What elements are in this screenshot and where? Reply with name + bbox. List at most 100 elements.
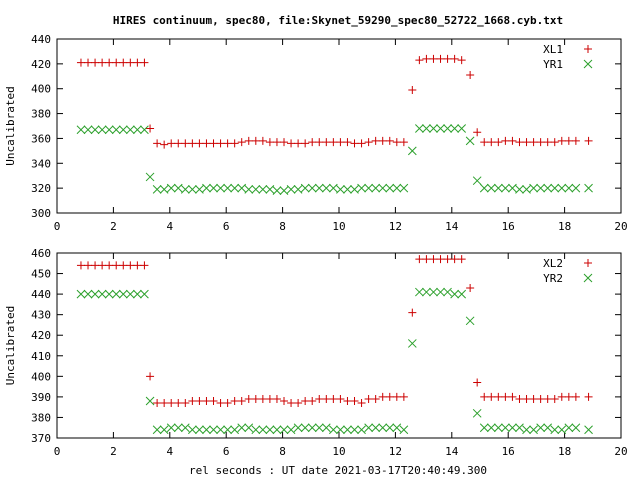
data-point-yr2: [415, 287, 424, 297]
data-point-xl1: [174, 139, 183, 148]
y-tick-label: 450: [31, 268, 51, 281]
data-point-yr2: [293, 423, 303, 433]
data-point-yr1: [479, 183, 489, 193]
data-point-xl2: [584, 392, 593, 401]
data-point-xl1: [84, 58, 93, 67]
data-point-yr1: [536, 183, 545, 193]
data-point-xl2: [84, 261, 93, 270]
data-point-yr1: [230, 183, 240, 193]
data-point-yr1: [392, 183, 402, 193]
x-tick-label: 4: [166, 445, 173, 458]
data-point-yr2: [166, 423, 176, 433]
data-point-yr2: [329, 425, 338, 435]
data-point-yr2: [385, 423, 395, 433]
data-point-xl2: [494, 392, 503, 401]
data-point-xl1: [119, 58, 128, 67]
data-point-yr1: [133, 125, 142, 135]
legend-marker-xl1: [584, 45, 592, 53]
data-point-xl2: [160, 399, 169, 408]
data-point-yr1: [104, 125, 114, 135]
data-point-yr1: [188, 185, 197, 194]
data-point-yr2: [529, 425, 538, 435]
data-point-xl1: [522, 138, 531, 147]
data-point-yr2: [111, 289, 121, 299]
data-point-xl2: [112, 261, 121, 270]
data-point-xl1: [584, 136, 593, 145]
y-tick-label: 360: [31, 132, 51, 145]
data-point-xl2: [473, 378, 482, 387]
data-point-xl1: [287, 139, 296, 148]
data-point-yr2: [486, 423, 496, 433]
x-tick-label: 0: [54, 220, 61, 233]
data-point-yr1: [415, 124, 424, 133]
data-point-yr1: [152, 185, 162, 194]
data-point-yr1: [486, 183, 496, 193]
x-tick-label: 20: [614, 445, 627, 458]
data-point-yr1: [83, 125, 93, 135]
data-point-xl1: [494, 138, 503, 147]
data-point-yr1: [329, 183, 338, 193]
data-point-xl1: [167, 139, 176, 148]
data-point-xl2: [315, 394, 324, 403]
legend-label: XL1: [543, 43, 563, 56]
x-tick-label: 2: [110, 220, 117, 233]
data-point-yr1: [97, 125, 107, 135]
data-point-yr2: [286, 425, 296, 435]
data-point-xl1: [329, 138, 338, 147]
data-point-xl2: [487, 392, 496, 401]
data-point-yr2: [159, 425, 169, 435]
data-point-xl2: [522, 394, 531, 403]
data-point-yr1: [357, 183, 366, 193]
data-point-yr2: [83, 289, 93, 299]
data-point-xl2: [287, 399, 296, 408]
x-tick-label: 14: [445, 445, 459, 458]
data-point-yr2: [300, 423, 310, 433]
data-point-xl2: [457, 255, 466, 264]
data-point-yr2: [465, 316, 475, 326]
data-point-yr2: [152, 425, 162, 435]
y-tick-label: 340: [31, 157, 51, 170]
data-point-xl2: [536, 394, 545, 403]
data-point-xl1: [571, 136, 580, 145]
data-point-yr2: [450, 289, 459, 299]
data-point-yr1: [584, 183, 593, 193]
data-point-yr1: [173, 183, 183, 193]
data-point-yr1: [550, 183, 560, 193]
data-point-yr2: [251, 425, 261, 435]
data-point-xl2: [91, 261, 100, 270]
data-point-yr1: [244, 185, 254, 194]
data-point-xl2: [543, 394, 552, 403]
data-point-yr1: [450, 124, 459, 133]
data-point-yr2: [515, 423, 524, 433]
data-point-yr1: [472, 176, 482, 186]
data-point-xl1: [280, 138, 289, 147]
data-point-xl1: [557, 136, 566, 145]
data-point-yr2: [571, 423, 581, 433]
data-point-xl1: [91, 58, 100, 67]
data-point-yr2: [399, 425, 409, 435]
y-tick-label: 320: [31, 182, 51, 195]
data-point-xl1: [308, 138, 317, 147]
data-point-yr1: [501, 183, 510, 193]
data-point-yr2: [472, 408, 482, 418]
data-point-yr2: [140, 289, 149, 299]
data-point-xl1: [160, 140, 169, 149]
y-tick-label: 390: [31, 391, 51, 404]
data-point-xl1: [529, 138, 538, 147]
x-tick-label: 18: [558, 220, 571, 233]
data-point-xl1: [371, 136, 380, 145]
data-point-xl2: [126, 261, 135, 270]
data-point-yr2: [457, 289, 467, 299]
y-tick-label: 420: [31, 58, 51, 71]
data-point-yr2: [508, 423, 517, 433]
data-point-xl1: [202, 139, 211, 148]
data-point-yr2: [336, 425, 345, 435]
x-axis-label: rel seconds : UT date 2021-03-17T20:40:4…: [189, 464, 487, 477]
data-point-xl2: [408, 308, 417, 317]
data-point-xl1: [343, 138, 352, 147]
data-point-xl2: [216, 399, 225, 408]
data-point-yr1: [407, 146, 417, 156]
data-point-yr2: [90, 289, 100, 299]
x-tick-label: 12: [389, 445, 402, 458]
data-point-yr2: [350, 425, 359, 435]
